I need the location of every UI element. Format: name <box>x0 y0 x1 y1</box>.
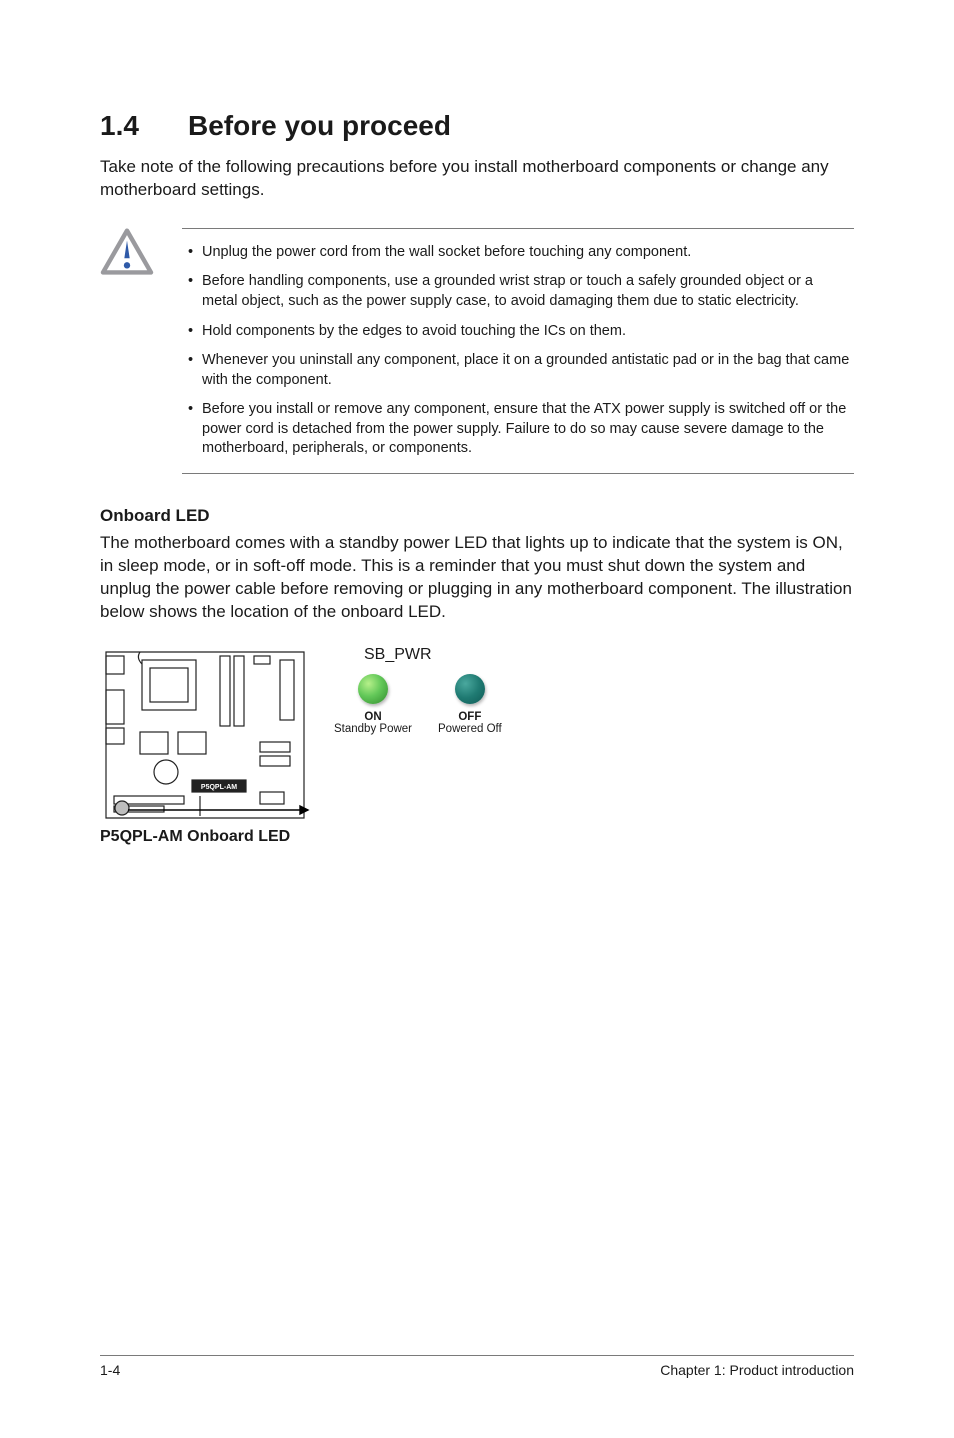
caution-item: Before handling components, use a ground… <box>186 272 850 311</box>
led-off-title: OFF <box>438 711 502 723</box>
svg-text:P5QPL-AM: P5QPL-AM <box>201 784 237 791</box>
footer-chapter: Chapter 1: Product introduction <box>660 1362 854 1378</box>
caution-item: Unplug the power cord from the wall sock… <box>186 243 850 263</box>
caution-item: Hold components by the edges to avoid to… <box>186 322 850 342</box>
led-on-title: ON <box>334 711 412 723</box>
led-on-icon <box>358 674 388 704</box>
caution-icon <box>100 228 154 474</box>
led-off-sub: Powered Off <box>438 723 502 735</box>
led-off-col: OFF Powered Off <box>438 674 502 735</box>
section-title-text: Before you proceed <box>188 110 451 141</box>
led-on-sub: Standby Power <box>334 723 412 735</box>
caution-body: Unplug the power cord from the wall sock… <box>182 228 854 474</box>
section-heading: 1.4Before you proceed <box>100 110 854 142</box>
led-off-icon <box>455 674 485 704</box>
caution-block: Unplug the power cord from the wall sock… <box>100 228 854 474</box>
footer-page-number: 1-4 <box>100 1362 120 1378</box>
sb-pwr-label: SB_PWR <box>364 646 432 664</box>
onboard-led-body: The motherboard comes with a standby pow… <box>100 532 854 624</box>
figure-row: P5QPL-AM SB_PWR ON Standby Power <box>100 646 620 826</box>
led-on-col: ON Standby Power <box>334 674 412 735</box>
caution-list: Unplug the power cord from the wall sock… <box>186 243 850 459</box>
onboard-led-heading: Onboard LED <box>100 506 854 526</box>
intro-paragraph: Take note of the following precautions b… <box>100 156 854 202</box>
figure-caption: P5QPL-AM Onboard LED <box>100 828 620 846</box>
caution-item: Whenever you uninstall any component, pl… <box>186 351 850 390</box>
motherboard-diagram: P5QPL-AM <box>100 646 310 826</box>
section-number: 1.4 <box>100 110 188 142</box>
page-footer: 1-4 Chapter 1: Product introduction <box>100 1355 854 1378</box>
caution-item: Before you install or remove any compone… <box>186 400 850 459</box>
